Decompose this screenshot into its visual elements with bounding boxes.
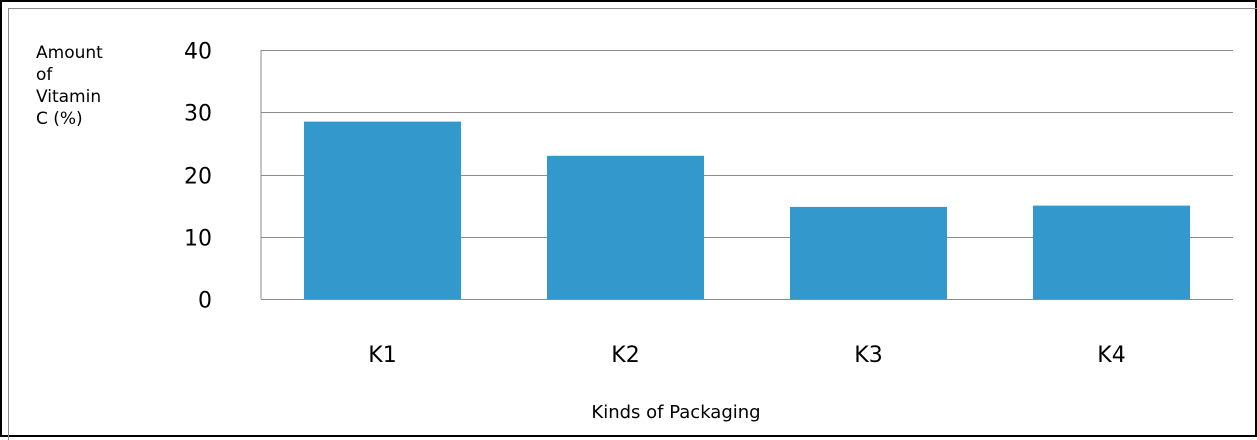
bar-k1 xyxy=(304,121,461,299)
bars xyxy=(304,121,1190,299)
category-label-k2: K2 xyxy=(611,343,639,368)
y-tick-label-40: 40 xyxy=(184,40,212,65)
chart-frame-inner xyxy=(8,8,1257,440)
category-label-k4: K4 xyxy=(1097,343,1125,368)
category-label-k1: K1 xyxy=(368,343,396,368)
y-tick-label-20: 20 xyxy=(184,165,212,190)
y-tick-label-0: 0 xyxy=(198,289,212,314)
bar-k4 xyxy=(1033,205,1190,299)
y-axis-label-line-2: of xyxy=(36,65,53,85)
y-axis-label: Amount of Vitamin C (%) xyxy=(36,42,103,130)
y-axis-label-line-4: C (%) xyxy=(36,109,83,129)
category-label-k3: K3 xyxy=(854,343,882,368)
y-tick-label-10: 10 xyxy=(184,227,212,252)
y-axis-label-line-3: Vitamin xyxy=(36,87,102,107)
bar-k2 xyxy=(547,155,704,299)
category-labels: K1 K2 K3 K4 xyxy=(368,343,1125,368)
y-axis-label-line-1: Amount xyxy=(36,43,103,63)
bar-k3 xyxy=(790,206,947,299)
x-axis-label: Kinds of Packaging xyxy=(591,402,760,423)
y-tick-label-30: 30 xyxy=(184,102,212,127)
y-tick-labels: 0 10 20 30 40 xyxy=(184,40,212,314)
